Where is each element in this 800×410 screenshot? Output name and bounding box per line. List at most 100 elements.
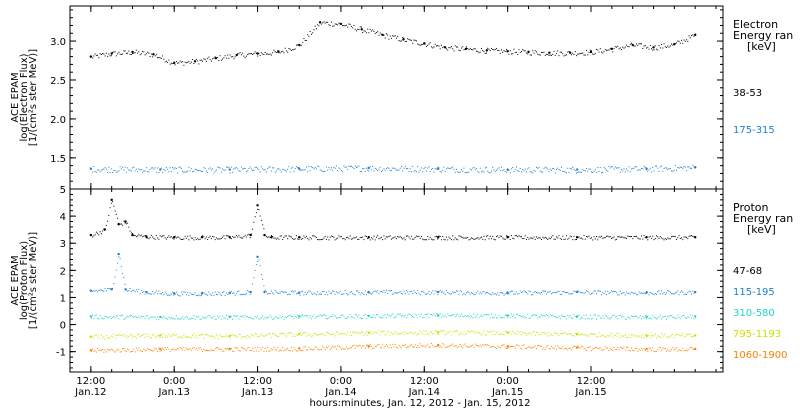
proton-scatter-dot	[578, 290, 580, 292]
electron-scatter-dot	[550, 54, 552, 56]
proton-scatter-dot	[374, 290, 376, 292]
proton-scatter-dot	[158, 290, 160, 292]
proton-scatter-dot	[323, 290, 325, 292]
proton-scatter-dot	[223, 335, 225, 337]
electron-scatter-dot	[612, 51, 614, 53]
electron-scatter-dot	[382, 34, 384, 36]
proton-data-point	[506, 291, 509, 294]
proton-scatter-dot	[198, 334, 200, 336]
proton-scatter-dot	[305, 235, 307, 237]
proton-scatter-dot	[119, 334, 121, 336]
proton-scatter-dot	[500, 345, 502, 347]
electron-scatter-dot	[229, 172, 231, 174]
proton-scatter-dot	[215, 318, 217, 320]
proton-scatter-dot	[549, 290, 551, 292]
proton-scatter-dot	[452, 291, 454, 293]
electron-scatter-dot	[155, 54, 157, 56]
proton-scatter-dot	[448, 345, 450, 347]
proton-scatter-dot	[672, 334, 674, 336]
proton-scatter-dot	[621, 236, 623, 238]
electron-scatter-dot	[493, 49, 495, 51]
electron-scatter-dot	[232, 171, 234, 173]
proton-scatter-dot	[199, 318, 201, 320]
proton-scatter-dot	[656, 293, 658, 295]
proton-scatter-dot	[298, 293, 300, 295]
proton-scatter-dot	[454, 237, 456, 239]
proton-scatter-dot	[663, 239, 665, 241]
electron-scatter-dot	[175, 61, 177, 63]
proton-scatter-dot	[557, 345, 559, 347]
proton-scatter-dot	[383, 235, 385, 237]
proton-scatter-dot	[422, 290, 424, 292]
proton-scatter-dot	[164, 347, 166, 349]
electron-scatter-dot	[478, 52, 480, 54]
proton-scatter-dot	[404, 314, 406, 316]
proton-scatter-dot	[274, 334, 276, 336]
electron-scatter-dot	[188, 60, 190, 62]
proton-scatter-dot	[642, 349, 644, 351]
proton-scatter-dot	[434, 236, 436, 238]
proton-scatter-dot	[150, 316, 152, 318]
proton-scatter-dot	[155, 348, 157, 350]
proton-scatter-dot	[641, 318, 643, 320]
electron-scatter-dot	[651, 171, 653, 173]
proton-scatter-dot	[163, 235, 165, 237]
electron-scatter-dot	[393, 167, 395, 169]
electron-scatter-dot	[168, 59, 170, 61]
electron-scatter-dot	[333, 25, 335, 27]
proton-scatter-dot	[294, 349, 296, 351]
proton-scatter-dot	[507, 293, 509, 295]
proton-scatter-dot	[499, 235, 501, 237]
electron-scatter-dot	[693, 35, 695, 37]
proton-scatter-dot	[609, 292, 611, 294]
proton-scatter-dot	[555, 292, 557, 294]
proton-scatter-dot	[692, 235, 694, 237]
electron-scatter-dot	[147, 51, 149, 53]
proton-scatter-dot	[292, 350, 294, 352]
electron-scatter-dot	[468, 171, 470, 173]
electron-scatter-dot	[599, 48, 601, 50]
proton-scatter-dot	[350, 335, 352, 337]
proton-scatter-dot	[352, 332, 354, 334]
proton-scatter-dot	[248, 335, 250, 337]
proton-scatter-dot	[157, 316, 159, 318]
proton-scatter-dot	[297, 350, 299, 352]
proton-scatter-dot	[229, 316, 231, 318]
electron-scatter-dot	[573, 168, 575, 170]
electron-scatter-dot	[443, 166, 445, 168]
electron-scatter-dot	[139, 54, 141, 56]
proton-scatter-dot	[550, 293, 552, 295]
proton-scatter-dot	[445, 333, 447, 335]
proton-scatter-dot	[467, 330, 469, 332]
proton-scatter-dot	[641, 235, 643, 237]
proton-scatter-dot	[340, 333, 342, 335]
proton-scatter-dot	[128, 349, 130, 351]
electron-scatter-dot	[567, 51, 569, 53]
proton-scatter-dot	[295, 316, 297, 318]
proton-scatter-dot	[352, 316, 354, 318]
proton-scatter-dot	[295, 350, 297, 352]
proton-scatter-dot	[488, 238, 490, 240]
electron-scatter-dot	[119, 166, 121, 168]
proton-scatter-dot	[399, 291, 401, 293]
proton-scatter-dot	[455, 314, 457, 316]
proton-scatter-dot	[215, 333, 217, 335]
proton-scatter-dot	[103, 318, 105, 320]
xtick-time-label: 12:00	[577, 376, 606, 387]
proton-scatter-dot	[447, 331, 449, 333]
proton-scatter-dot	[337, 331, 339, 333]
proton-scatter-dot	[190, 293, 192, 295]
proton-scatter-dot	[646, 236, 648, 238]
proton-scatter-dot	[398, 313, 400, 315]
electron-scatter-dot	[398, 39, 400, 41]
electron-scatter-dot	[289, 48, 291, 50]
proton-scatter-dot	[323, 334, 325, 336]
proton-scatter-dot	[523, 290, 525, 292]
proton-scatter-dot	[653, 239, 655, 241]
proton-scatter-dot	[661, 349, 663, 351]
proton-scatter-dot	[607, 347, 609, 349]
proton-scatter-dot	[529, 346, 531, 348]
electron-scatter-dot	[147, 171, 149, 173]
electron-scatter-dot	[607, 170, 609, 172]
proton-scatter-dot	[273, 333, 275, 335]
